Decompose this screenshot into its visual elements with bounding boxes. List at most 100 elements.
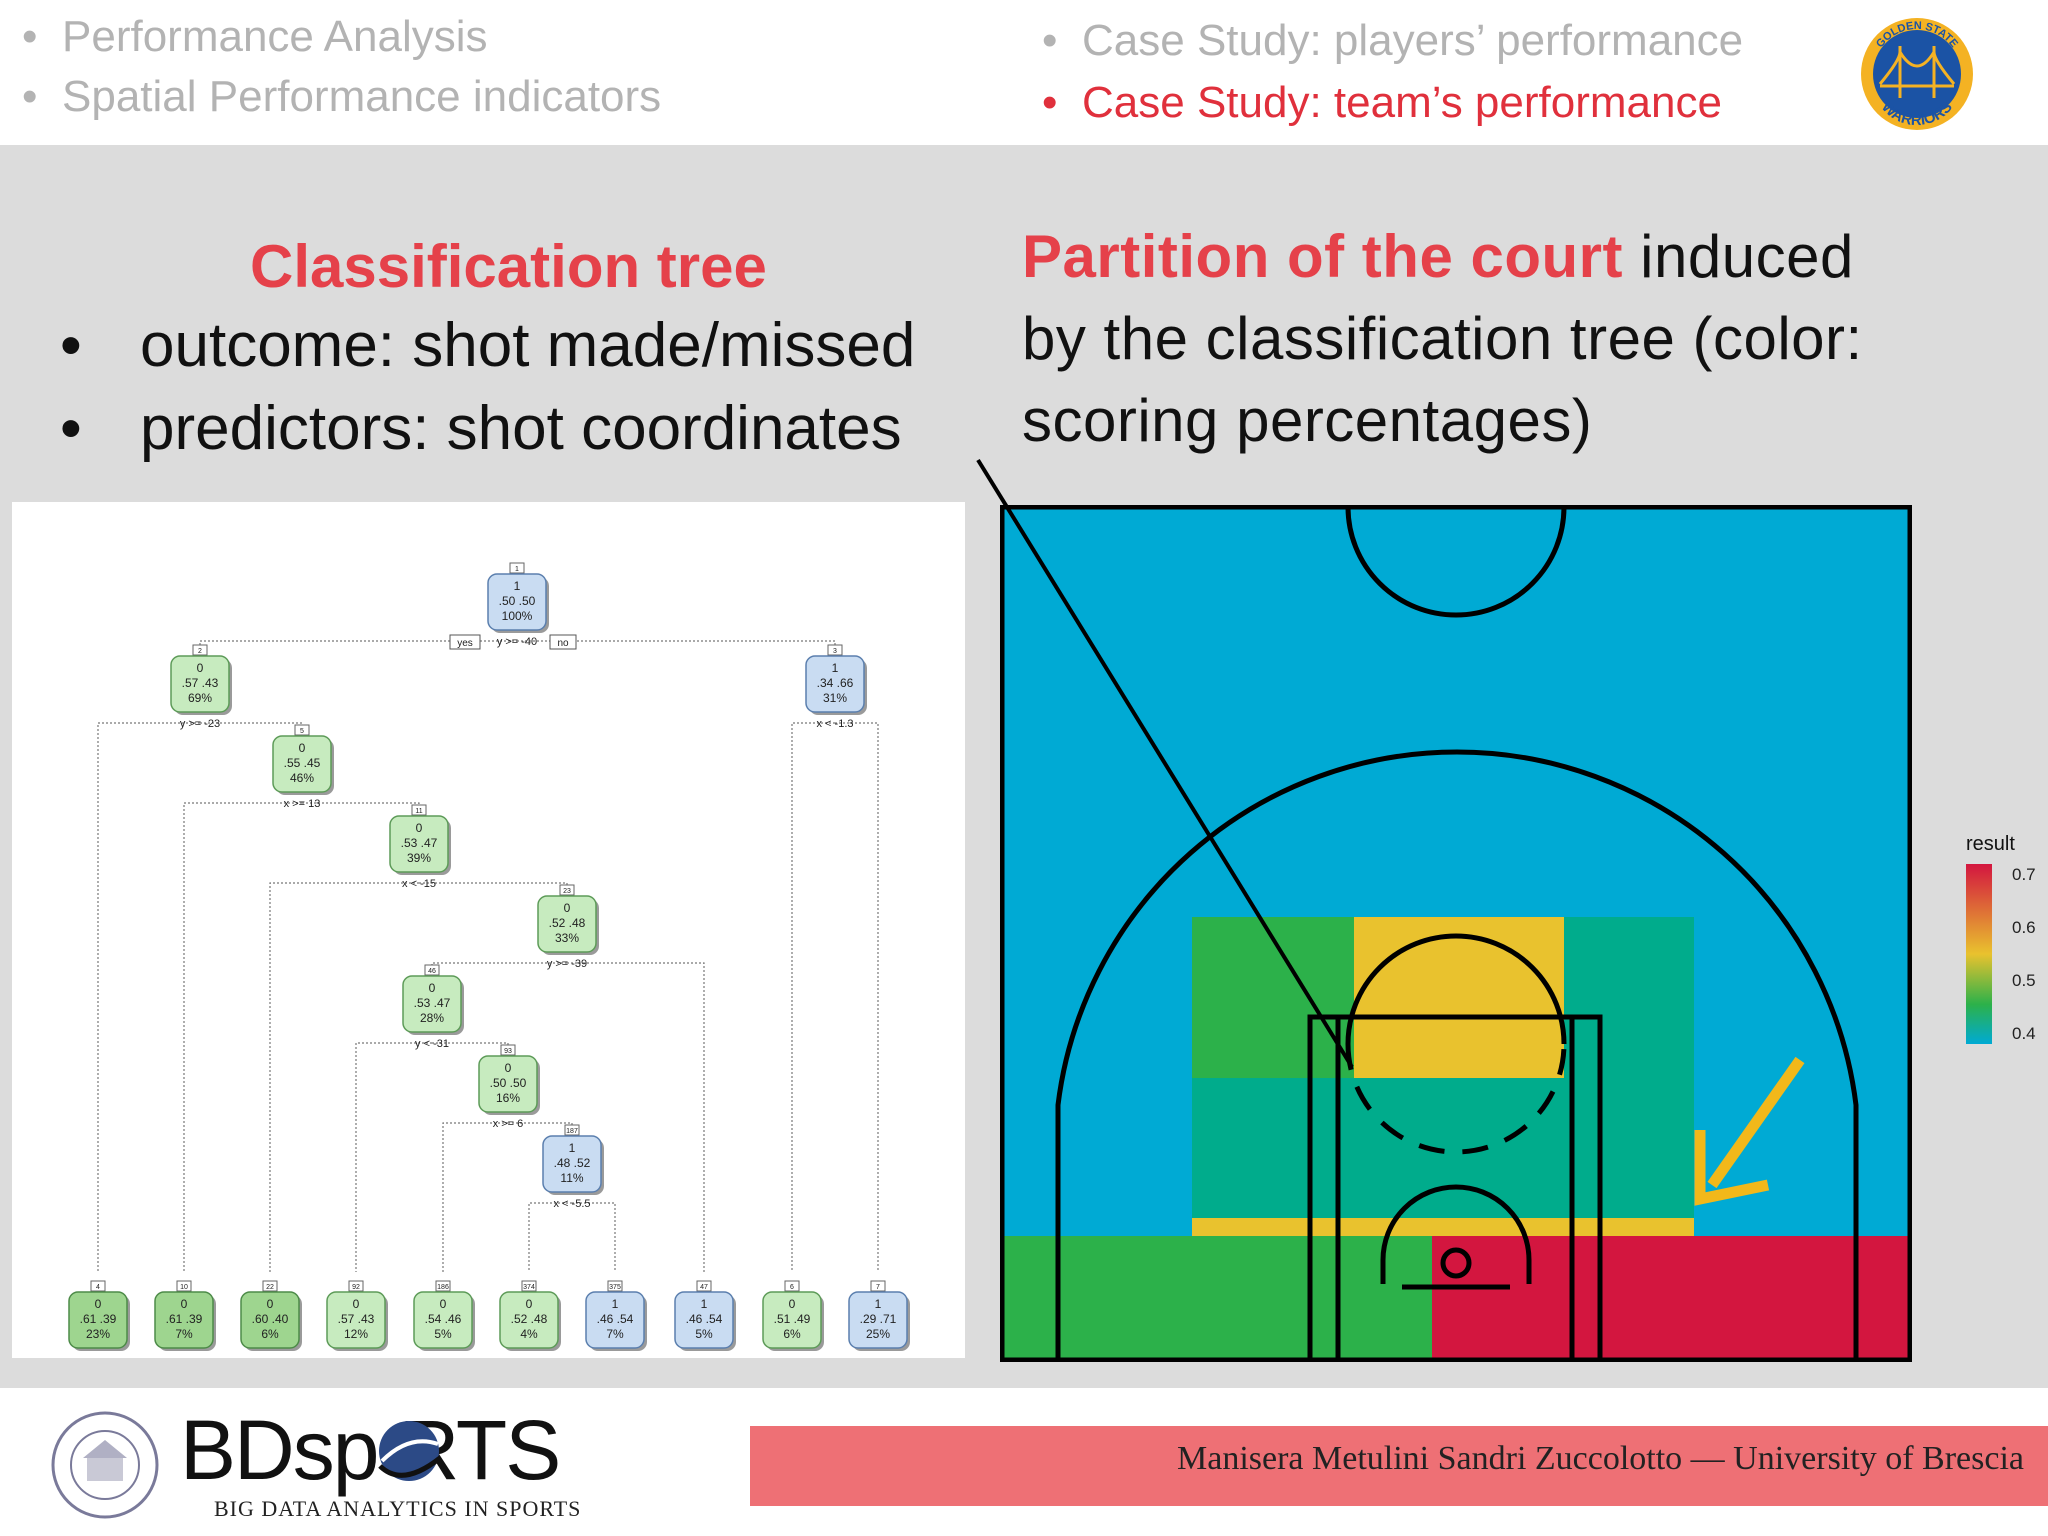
footer-author-bar: Manisera Metulini Sandri Zuccolotto — Un… [750,1426,2048,1506]
region-teal-right-top [1564,917,1694,1078]
top-nav-bar: • Performance Analysis • Spatial Performan… [0,0,2048,145]
node-probs: .53 .47 [414,996,451,1010]
node-percent: 6% [783,1327,801,1341]
node-probs: .52 .48 [549,916,586,930]
region-red-bottom-right [1432,1236,1912,1362]
court-lines [999,504,1913,1363]
split-label: y >= -40 [497,636,537,648]
node-probs: .57 .43 [182,676,219,690]
yes-label: yes [457,638,473,649]
nav-item-performance-analysis[interactable]: • Performance Analysis [22,12,488,61]
node-probs: .34 .66 [817,676,854,690]
node-class: 1 [612,1297,619,1311]
tree-node-22: 22 0.60 .406% [240,1280,302,1351]
split-label: x < -15 [402,878,436,890]
node-id: 5 [300,728,304,735]
university-seal-logo [51,1411,159,1519]
node-percent: 7% [175,1327,193,1341]
region-green-bottom-left [1000,1236,1432,1362]
node-probs: .60 .40 [252,1312,289,1326]
split-label: x >= 13 [284,798,321,810]
bullet-predictors: • predictors: shot coordinates [60,394,902,463]
node-probs: .61 .39 [166,1312,203,1326]
node-id: 4 [96,1284,100,1291]
node-probs: .46 .54 [686,1312,723,1326]
bullet-text: predictors: shot coordinates [140,394,902,463]
node-class: 0 [416,821,423,835]
nav-item-label: Case Study: team’s performance [1082,78,1722,127]
node-id: 375 [609,1284,621,1291]
node-probs: .61 .39 [80,1312,117,1326]
partition-description-line2: by the classification tree (color: [1022,305,1863,372]
node-id: 10 [180,1284,188,1291]
nav-item-players-case-study[interactable]: • Case Study: players’ performance [1042,16,1744,65]
legend-tick: 0.6 [2012,918,2036,937]
node-class: 0 [181,1297,188,1311]
warriors-logo: GOLDEN STATE WARRIORS [1861,18,1973,130]
legend-tick: 0.5 [2012,971,2036,990]
node-probs: .57 .43 [338,1312,375,1326]
tree-node-186: 186 0.54 .465% [413,1280,475,1351]
ball-icon [378,1421,442,1481]
node-percent: 100% [502,609,533,623]
bdsports-tagline: BIG DATA ANALYTICS IN SPORTS [214,1496,582,1521]
node-id: 1 [515,566,519,573]
split-label: x < -1.3 [817,718,854,730]
color-legend: result 0.7 0.6 0.5 0.4 [1960,828,2040,1068]
arrow-icon [1694,1056,1805,1206]
tree-edges [97,640,879,1272]
node-class: 0 [429,981,436,995]
node-id: 7 [876,1284,880,1291]
node-percent: 69% [188,691,212,705]
node-probs: .52 .48 [511,1312,548,1326]
node-class: 1 [875,1297,882,1311]
node-percent: 12% [344,1327,368,1341]
node-probs: .48 .52 [554,1156,591,1170]
node-probs: .54 .46 [425,1312,462,1326]
nav-item-spatial-indicators[interactable]: • Spatial Performance indicators [22,72,662,121]
node-class: 0 [789,1297,796,1311]
node-id: 6 [790,1284,794,1291]
node-class: 0 [505,1061,512,1075]
partition-description-line3: scoring percentages) [1022,387,1593,454]
node-class: 0 [95,1297,102,1311]
tree-node-375: 375 1.46 .547% [585,1280,647,1351]
nav-item-team-case-study[interactable]: • Case Study: team’s performance [1042,78,1722,127]
tree-section-title: Classification tree [250,233,767,300]
node-id: 92 [352,1284,360,1291]
node-probs: .50 .50 [499,594,536,608]
node-class: 0 [564,901,571,915]
node-class: 0 [353,1297,360,1311]
partition-highlight: Partition of the court [1022,223,1623,290]
bdsports-brand: BDsp RTS [180,1402,561,1499]
node-percent: 33% [555,931,579,945]
node-id: 374 [523,1284,535,1291]
legend-tick: 0.7 [2012,865,2036,884]
footer-authors: Manisera Metulini Sandri Zuccolotto — Un… [1177,1440,2024,1477]
bullet-text: outcome: shot made/missed [140,311,916,380]
legend-tick: 0.4 [2012,1024,2036,1043]
tree-node-374: 374 0.52 .484% [499,1280,561,1351]
region-yellow-strip [1192,1218,1694,1236]
region-teal-middle [1192,1078,1694,1218]
brand-text: BDsp RTS [180,1403,561,1497]
node-probs: .55 .45 [284,756,321,770]
tree-node-47: 47 1.46 .545% [674,1280,736,1351]
node-probs: .46 .54 [597,1312,634,1326]
node-id: 46 [428,968,436,975]
node-class: 1 [832,661,839,675]
court-partition-map [999,504,1913,1363]
node-probs: .51 .49 [774,1312,811,1326]
node-class: 0 [440,1297,447,1311]
node-id: 2 [198,648,202,655]
node-id: 47 [700,1284,708,1291]
node-probs: .53 .47 [401,836,438,850]
node-percent: 31% [823,691,847,705]
node-percent: 46% [290,771,314,785]
node-id: 186 [437,1284,449,1291]
node-class: 0 [197,661,204,675]
